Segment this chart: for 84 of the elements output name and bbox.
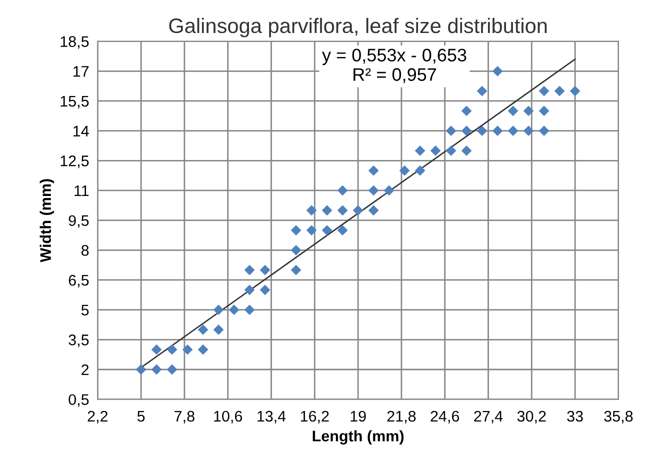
y-tick-label: 11: [74, 186, 89, 196]
point: [151, 344, 162, 355]
point: [538, 126, 550, 136]
y-tick-label: 6,5: [68, 274, 89, 288]
point: [538, 86, 550, 96]
x-tick-label: 13,4: [258, 410, 286, 424]
x-axis-title: Length (mm): [312, 430, 404, 445]
point: [213, 324, 224, 335]
point: [213, 304, 224, 316]
y-tick-label: 9,5: [68, 215, 89, 228]
y-tick-label: 18,5: [60, 36, 89, 49]
x-tick-label: 19: [350, 410, 366, 422]
y-tick-label: 14: [73, 126, 89, 136]
point: [368, 205, 379, 216]
point: [228, 304, 240, 316]
point: [306, 225, 317, 236]
x-tick-label: 21,8: [387, 410, 416, 424]
point: [461, 106, 472, 116]
y-axis-title: Width (mm): [40, 179, 54, 262]
point: [337, 225, 348, 236]
point: [461, 146, 472, 156]
point: [570, 86, 580, 96]
x-tick-label: 30,2: [517, 410, 546, 424]
point: [523, 126, 534, 136]
y-tick-label: 3,5: [68, 334, 89, 348]
x-tick-label: 5: [137, 411, 145, 422]
y-tick-label: 0,5: [68, 394, 89, 407]
point: [260, 264, 270, 276]
point: [508, 126, 518, 136]
point: [182, 344, 193, 355]
point: [538, 106, 550, 116]
x-tick-label: 2,2: [88, 410, 108, 424]
point: [244, 284, 255, 296]
point: [430, 146, 441, 156]
point: [198, 344, 208, 355]
point: [476, 86, 488, 96]
y-tick-label: 12,5: [60, 156, 89, 168]
y-tick-label: 17: [73, 66, 89, 77]
point: [492, 126, 503, 136]
y-tick-label: 2: [82, 364, 89, 376]
point: [352, 205, 364, 216]
x-tick-label: 33: [567, 410, 583, 422]
point: [368, 165, 379, 176]
point: [414, 165, 426, 176]
point: [368, 185, 379, 196]
point: [290, 225, 302, 236]
x-tick-label: 27,4: [474, 410, 503, 424]
point: [136, 364, 146, 375]
point: [198, 324, 208, 335]
point: [166, 344, 178, 355]
y-tick-label: 15,5: [60, 96, 89, 108]
point: [508, 106, 518, 116]
point: [523, 106, 534, 116]
y-tick-label: 8: [81, 245, 89, 256]
y-tick-label: 5: [81, 304, 89, 316]
chart-title: Galinsoga parviflora, leaf size distribution: [169, 18, 547, 38]
point: [461, 126, 472, 136]
point: [337, 205, 348, 216]
point: [244, 264, 255, 276]
point: [476, 126, 488, 136]
point: [244, 304, 255, 316]
point: [290, 264, 302, 276]
point: [414, 146, 426, 156]
annotation: R² = 0,957: [354, 68, 436, 84]
point: [322, 205, 332, 216]
point: [337, 185, 348, 196]
x-tick-label: 10,6: [214, 410, 242, 424]
annotation: y = 0,553x - 0,653: [322, 48, 466, 66]
x-tick-label: 35,8: [604, 410, 633, 424]
point: [384, 185, 394, 196]
point: [151, 364, 162, 375]
point: [554, 86, 565, 96]
point: [446, 146, 456, 156]
x-tick-label: 7,8: [174, 410, 194, 424]
point: [446, 126, 456, 136]
point: [322, 225, 332, 236]
point: [492, 66, 503, 76]
point: [290, 244, 302, 256]
x-tick-label: 24,6: [430, 410, 460, 424]
point: [399, 165, 410, 176]
point: [306, 205, 317, 216]
point: [260, 284, 270, 296]
point: [166, 364, 178, 375]
x-tick-label: 16,2: [300, 410, 329, 424]
